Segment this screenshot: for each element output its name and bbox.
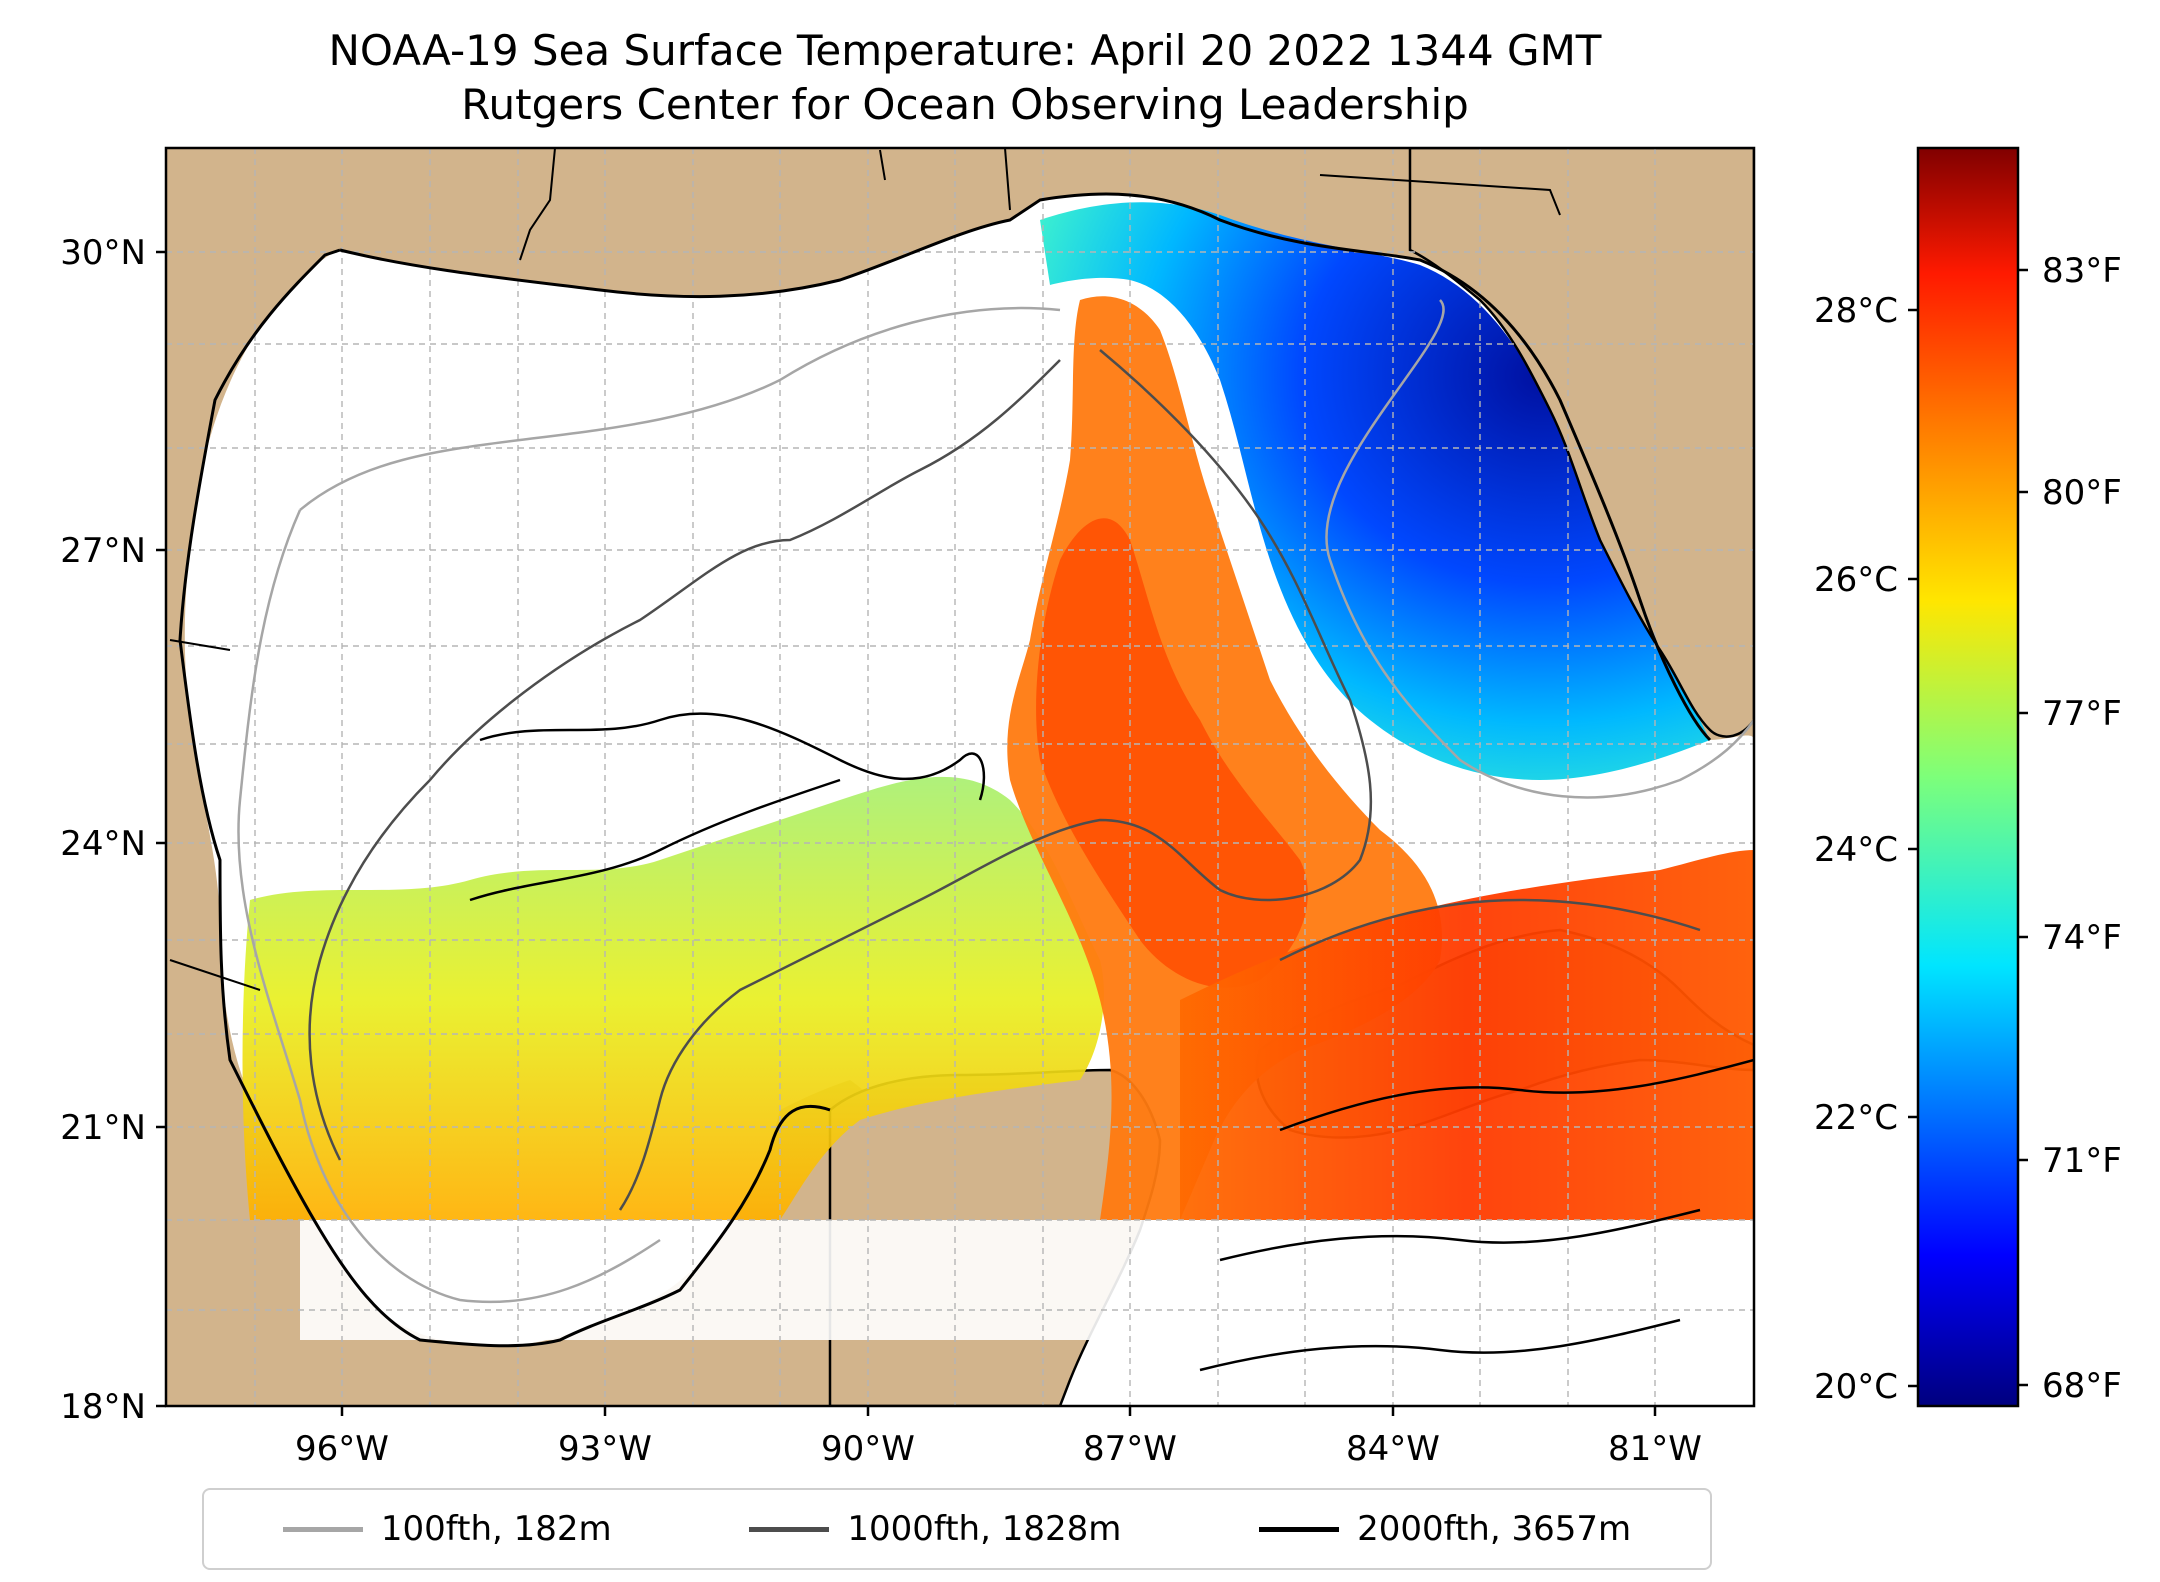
legend-line-100fth	[282, 1526, 363, 1532]
map-frame	[164, 146, 1756, 1408]
legend-label-100fth: 100fth, 182m	[380, 1509, 612, 1549]
lat-label-30n: 30°N	[60, 233, 146, 273]
contour-100fth	[237, 299, 1754, 1304]
map-area	[166, 148, 1754, 1406]
lat-label-27n: 27°N	[60, 531, 146, 571]
sst-east-cool	[1040, 202, 1710, 780]
lat-label-18n: 18°N	[60, 1387, 146, 1427]
colorbar-celsius-ticks	[1908, 308, 1918, 1388]
graticule	[166, 148, 1754, 1406]
lat-label-21n: 21°N	[60, 1108, 146, 1148]
fahrenheit-label-83: 83°F	[2042, 251, 2122, 291]
lon-label-87w: 87°W	[1083, 1429, 1177, 1469]
sst-core-red	[1036, 518, 1308, 988]
map-title: NOAA-19 Sea Surface Temperature: April 2…	[328, 26, 1602, 75]
contour-2000fth	[469, 712, 1754, 1372]
contour-1000fth	[308, 349, 1701, 1211]
celsius-label-22: 22°C	[1814, 1098, 1898, 1138]
lat-label-24n: 24°N	[60, 824, 146, 864]
contour-legend: 100fth, 182m 1000fth, 1828m 2000fth, 365…	[202, 1488, 1712, 1570]
florida-peninsula	[1408, 148, 1754, 738]
celsius-label-28: 28°C	[1814, 291, 1898, 331]
colorbar	[1916, 146, 2020, 1408]
lon-label-96w: 96°W	[295, 1429, 389, 1469]
no-data-band	[300, 1220, 1180, 1340]
lon-label-90w: 90°W	[821, 1429, 915, 1469]
celsius-label-20: 20°C	[1814, 1367, 1898, 1407]
lon-label-81w: 81°W	[1608, 1429, 1702, 1469]
coastline	[178, 192, 1712, 1348]
celsius-label-26: 26°C	[1814, 560, 1898, 600]
map-subtitle: Rutgers Center for Ocean Observing Leade…	[461, 80, 1469, 129]
fahrenheit-label-80: 80°F	[2042, 473, 2122, 513]
legend-line-1000fth	[749, 1526, 830, 1532]
fahrenheit-label-71: 71°F	[2042, 1141, 2122, 1181]
fahrenheit-label-77: 77°F	[2042, 694, 2122, 734]
fahrenheit-label-68: 68°F	[2042, 1366, 2122, 1406]
lon-label-93w: 93°W	[558, 1429, 652, 1469]
state-borders	[169, 148, 1561, 991]
legend-item-100fth: 100fth, 182m	[282, 1509, 612, 1549]
legend-line-2000fth	[1259, 1526, 1340, 1532]
fahrenheit-label-74: 74°F	[2042, 918, 2122, 958]
lon-label-84w: 84°W	[1346, 1429, 1440, 1469]
lat-ticks	[156, 250, 166, 1408]
sst-west-warm	[242, 776, 1104, 1220]
lon-ticks	[340, 1406, 1657, 1416]
legend-item-1000fth: 1000fth, 1828m	[749, 1509, 1121, 1549]
legend-label-2000fth: 2000fth, 3657m	[1357, 1509, 1632, 1549]
legend-item-2000fth: 2000fth, 3657m	[1259, 1509, 1631, 1549]
celsius-label-24: 24°C	[1814, 830, 1898, 870]
legend-label-1000fth: 1000fth, 1828m	[847, 1509, 1122, 1549]
colorbar-fahrenheit-ticks	[2018, 268, 2028, 1387]
